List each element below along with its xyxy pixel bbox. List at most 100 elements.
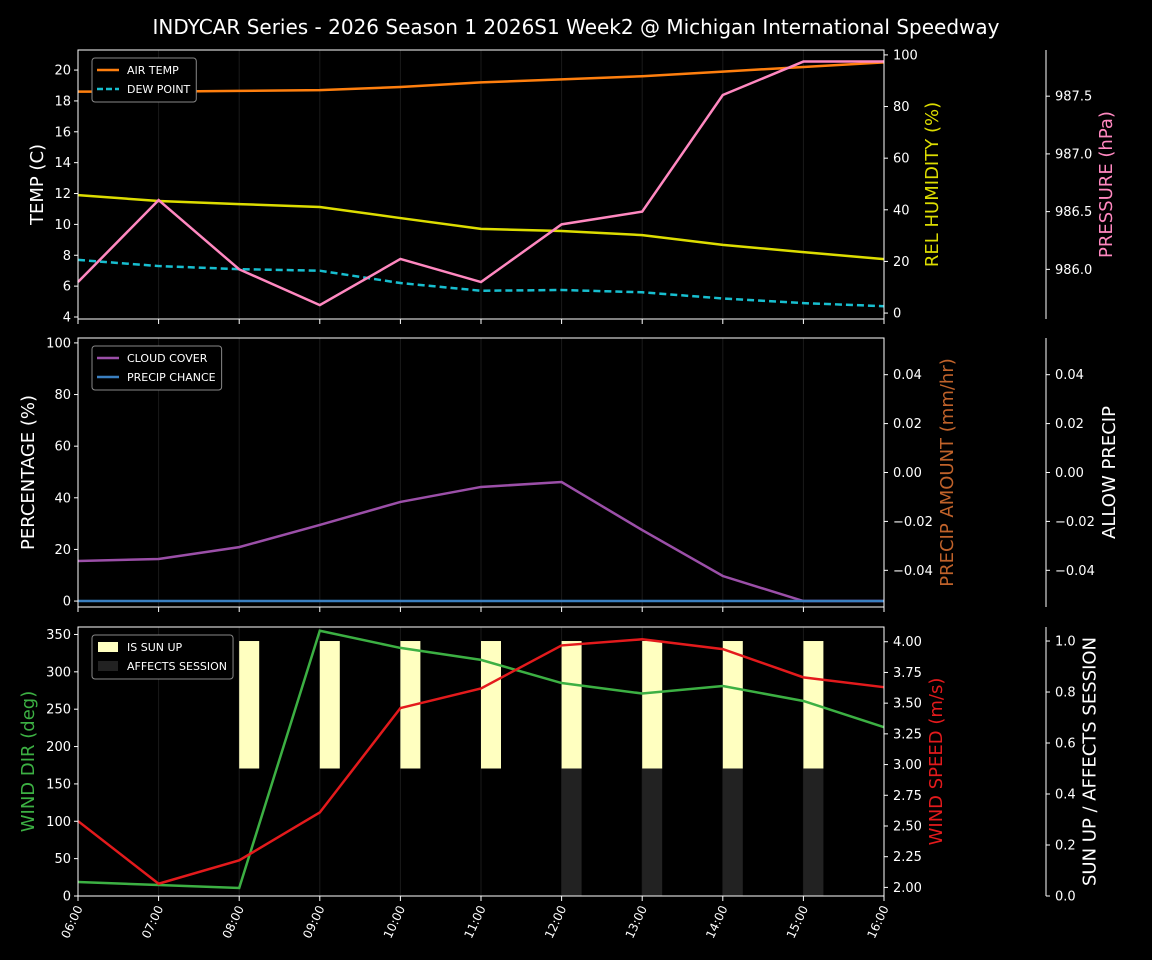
y-tick-label: 8 [63,249,71,264]
axis-label-wdir: WIND DIR (deg) [18,691,39,833]
axis-label-sun: SUN UP / AFFECTS SESSION [1080,637,1101,886]
y-tick-label: −0.02 [1055,515,1095,530]
y-tick-label: 100 [893,48,918,63]
y-tick-label: 4.00 [893,635,922,650]
panel-2: 0 20 40 60 80 100 PERCENTAGE (%) −0.04 −0.02 0.00… [18,336,1120,612]
legend-entry: AIR TEMP [127,64,179,77]
y-tick-label: 60 [54,440,71,455]
y-tick-label: 986.0 [1055,263,1092,278]
bar-is-sun-up [239,641,260,769]
y-tick-label: 350 [46,628,71,643]
x-tick-label: 08:00 [220,903,247,940]
y-tick-label: 0.00 [893,466,922,481]
y-tick-label: 80 [54,388,71,403]
y-tick-label: 20 [893,255,910,270]
y-tick-label: 2.25 [893,850,922,865]
y-tick-label: 20 [54,543,71,558]
legend: AIR TEMP DEW POINT [91,57,197,103]
y-tick-label: 20 [54,64,71,79]
y-tick-label: 16 [54,125,71,140]
axis-label-temp: TEMP (C) [27,144,48,226]
panel-1: 4 6 8 10 12 14 16 18 20 TEMP (C) 0 20 40 60 80 100 REL H… [27,48,1117,325]
y-tick-label: 250 [46,703,71,718]
y-tick-label: 2.50 [893,819,922,834]
y-tick-label: 150 [46,777,71,792]
y-tick-label: 0.00 [1055,466,1084,481]
series-line-dew-point [77,258,885,308]
series-line-hum [77,193,885,261]
bar-is-sun-up [319,641,340,769]
y-tick-label: 0 [893,307,901,322]
y-tick-label: 0.2 [1055,839,1076,854]
y-tick-label: 0.8 [1055,686,1076,701]
y-tick-label: 0.4 [1055,788,1076,803]
y-tick-label: 6 [63,280,71,295]
y-tick-label: 50 [54,852,71,867]
y-tick-label: −0.04 [1055,564,1095,579]
y-tick-label: 0.04 [1055,368,1084,383]
legend-entry: IS SUN UP [127,641,183,654]
y-tick-label: 10 [54,218,71,233]
legend-box [91,634,234,680]
y-tick-label: 987.5 [1055,90,1092,105]
legend-entry: CLOUD COVER [127,352,208,365]
y-tick-label: 986.5 [1055,205,1092,220]
legend-swatch [98,642,118,652]
bar-affects-session [803,768,824,896]
legend-box [91,345,223,391]
x-tick-label: 14:00 [703,903,730,940]
y-tick-label: 4 [63,310,71,325]
bar-is-sun-up [561,641,582,769]
axis-label-pct: PERCENTAGE (%) [18,395,39,550]
y-tick-label: 300 [46,665,71,680]
x-tick-label: 16:00 [864,903,891,940]
bar-is-sun-up [481,641,501,769]
x-tick-label: 11:00 [461,903,488,940]
legend: CLOUD COVER PRECIP CHANCE [91,345,223,391]
y-tick-label: 0.6 [1055,737,1076,752]
y-tick-label: −0.02 [893,515,933,530]
bar-affects-session [722,768,743,896]
y-tick-label: 14 [54,156,71,171]
axis-label-hum: REL HUMIDITY (%) [922,102,943,267]
bar-is-sun-up [642,641,663,769]
y-tick-label: 200 [46,740,71,755]
y-tick-label: 100 [46,815,71,830]
axis-label-wspd: WIND SPEED (m/s) [926,678,947,846]
x-tick-label: 13:00 [623,903,650,940]
y-tick-label: 0 [63,890,71,905]
y-tick-label: 3.25 [893,727,922,742]
y-tick-label: 40 [893,203,910,218]
bar-affects-session [561,768,582,896]
bar-is-sun-up [722,641,743,769]
y-tick-label: 12 [54,187,71,202]
chart-title: INDYCAR Series - 2026 Season 1 2026S1 We… [152,15,1000,39]
legend-entry: AFFECTS SESSION [127,660,227,673]
bar-affects-session [642,768,663,896]
axis-label-pres: PRESSURE (hPa) [1096,111,1117,258]
y-tick-label: 0.04 [893,368,922,383]
y-tick-label: 2.00 [893,881,922,896]
x-tick-label: 15:00 [784,903,811,940]
y-tick-label: 3.00 [893,758,922,773]
x-tick-label: 12:00 [542,903,569,940]
y-tick-label: 0.02 [1055,417,1084,432]
y-tick-label: 3.50 [893,697,922,712]
y-tick-label: 18 [54,94,71,109]
legend-swatch [98,661,118,671]
y-tick-label: 3.75 [893,666,922,681]
axis-label-pamt: PRECIP AMOUNT (mm/hr) [937,358,958,587]
legend: IS SUN UP AFFECTS SESSION [91,634,234,680]
y-tick-label: 0 [63,595,71,610]
x-tick-label: 07:00 [139,903,166,940]
x-tick-label: 10:00 [381,903,408,940]
y-tick-label: 2.75 [893,789,922,804]
y-tick-label: 100 [46,336,71,351]
x-tick-label: 06:00 [58,903,85,940]
series-line-wspd [77,638,885,886]
y-tick-label: 0.0 [1055,890,1076,905]
legend-entry: DEW POINT [127,83,191,96]
panel-3: 0 50 100 150 200 250 300 350 WIND DIR (deg) 2.00 2… [18,626,1101,941]
